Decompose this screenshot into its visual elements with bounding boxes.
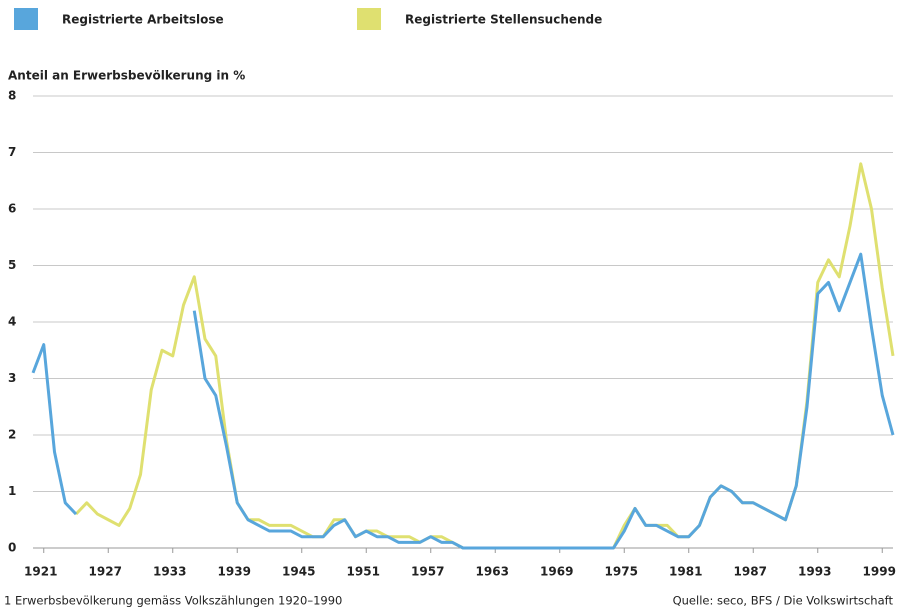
x-tick-label: 1999: [863, 565, 896, 579]
y-tick-label: 8: [8, 89, 16, 103]
series-line: [74, 162, 895, 550]
y-tick-label: 2: [8, 428, 16, 442]
y-tick-label: 7: [8, 145, 16, 159]
legend-label: Registrierte Stellensuchende: [405, 13, 602, 27]
legend-label: Registrierte Arbeitslose: [62, 13, 224, 27]
x-tick-label: 1951: [347, 565, 380, 579]
footnote: 1 Erwerbsbevölkerung gemäss Volkszählung…: [4, 594, 342, 608]
x-tick-label: 1975: [605, 565, 638, 579]
x-tick-label: 1969: [540, 565, 573, 579]
y-tick-label: 5: [8, 258, 16, 272]
y-tick-label: 4: [8, 315, 16, 329]
x-tick-label: 1945: [282, 565, 315, 579]
x-tick-label: 1939: [218, 565, 251, 579]
x-tick-label: 1921: [24, 565, 57, 579]
y-tick-label: 0: [8, 541, 16, 555]
x-tick-label: 1933: [153, 565, 186, 579]
y-tick-label: 1: [8, 484, 16, 498]
x-tick-label: 1993: [798, 565, 831, 579]
y-tick-label: 3: [8, 371, 16, 385]
legend-swatch: [14, 8, 38, 30]
y-axis-label: Anteil an Erwerbsbevölkerung in %: [8, 69, 245, 83]
x-tick-label: 1957: [411, 565, 444, 579]
x-tick-label: 1987: [734, 565, 767, 579]
legend-swatch: [357, 8, 381, 30]
series-line: [31, 252, 895, 550]
source: Quelle: seco, BFS / Die Volkswirtschaft: [673, 594, 894, 608]
y-tick-label: 6: [8, 202, 16, 216]
x-tick-label: 1927: [89, 565, 122, 579]
x-tick-label: 1981: [669, 565, 702, 579]
x-tick-label: 1963: [476, 565, 509, 579]
